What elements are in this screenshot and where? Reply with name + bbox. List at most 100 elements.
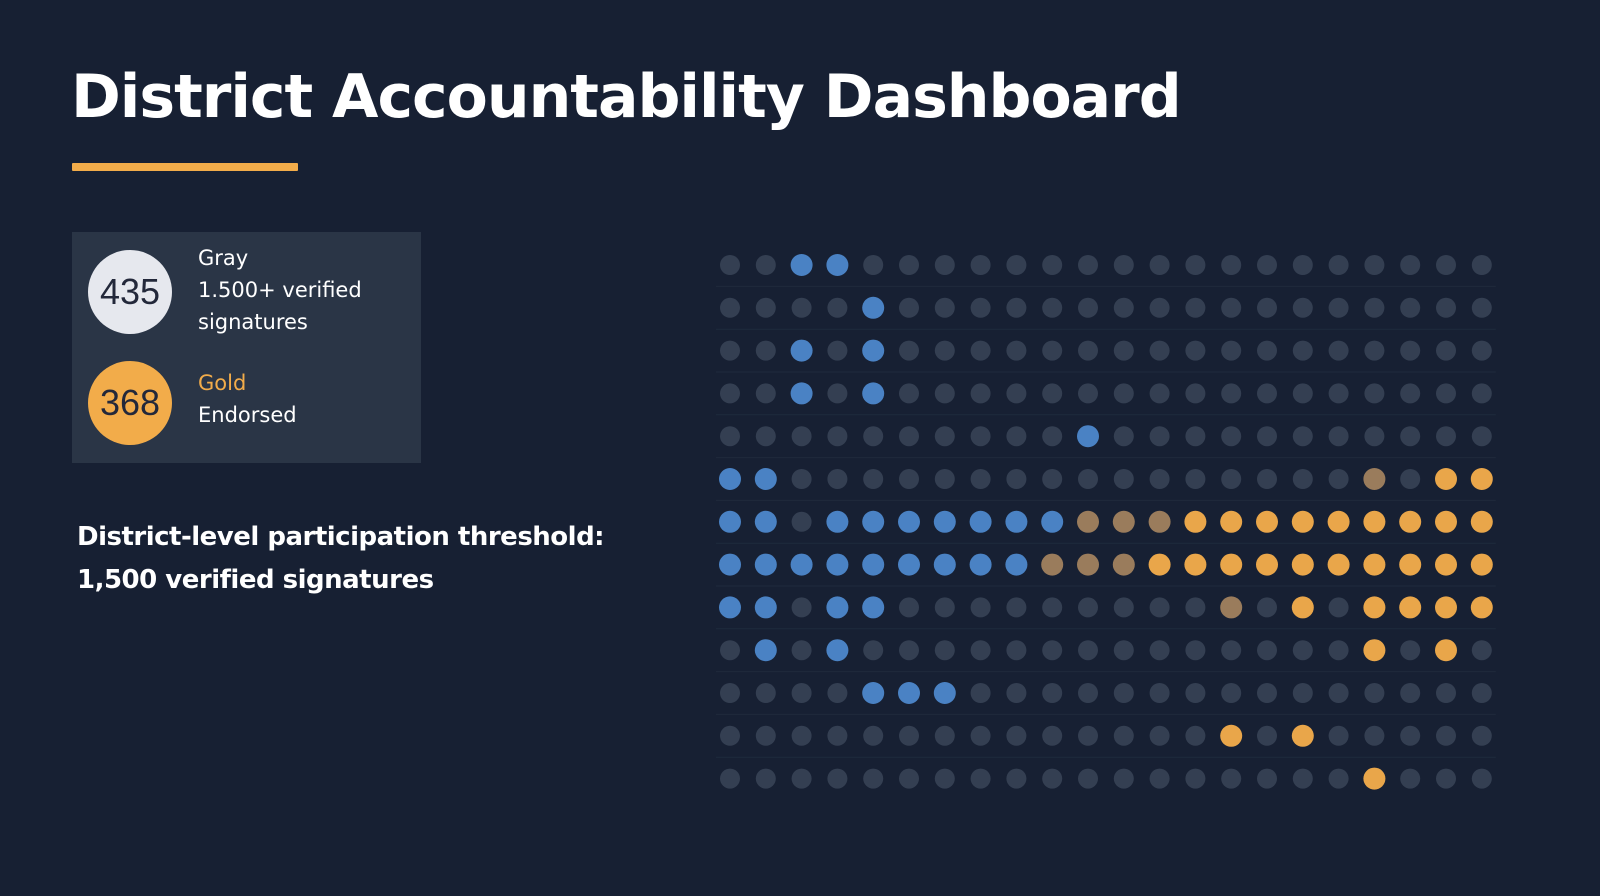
- grid-dot: [970, 383, 991, 404]
- grid-dot: [1006, 340, 1027, 361]
- grid-dot: [933, 553, 956, 576]
- grid-dot: [1042, 255, 1063, 275]
- grid-dot: [1400, 768, 1421, 789]
- grid-dot: [1113, 597, 1134, 618]
- grid-dot: [934, 469, 955, 489]
- grid-dot: [863, 640, 884, 661]
- grid-dot: [1399, 596, 1422, 619]
- legend-item-gold: 368 Gold Endorsed: [88, 361, 388, 445]
- grid-dot: [1291, 553, 1314, 576]
- grid-dot: [1185, 255, 1206, 275]
- grid-dot: [1185, 297, 1206, 318]
- grid-dot: [898, 553, 920, 576]
- grid-dot: [1257, 597, 1277, 618]
- grid-dot: [1006, 725, 1027, 746]
- grid-dot: [826, 596, 849, 619]
- grid-dot: [1363, 510, 1386, 533]
- grid-dot: [1436, 725, 1456, 746]
- grid-dot: [791, 469, 812, 489]
- grid-dot: [1221, 340, 1242, 361]
- grid-dot: [1436, 255, 1456, 275]
- grid-dot: [899, 297, 919, 318]
- grid-dot: [1328, 297, 1349, 318]
- grid-dot: [1220, 553, 1243, 576]
- grid-dot: [970, 426, 991, 447]
- grid-dot: [1400, 640, 1421, 661]
- grid-dot: [1149, 469, 1170, 489]
- grid-dot: [1113, 469, 1134, 489]
- grid-dot: [1184, 510, 1207, 533]
- grid-dot: [933, 682, 956, 704]
- grid-dot: [1113, 255, 1134, 275]
- grid-dot: [790, 553, 813, 576]
- grid-dot: [1256, 510, 1278, 533]
- grid-dot: [790, 339, 813, 362]
- grid-dot: [1257, 426, 1277, 447]
- grid-dot: [934, 640, 955, 661]
- grid-dot: [1185, 426, 1206, 447]
- grid-dot: [1292, 768, 1313, 789]
- grid-dot: [899, 426, 919, 447]
- grid-dot: [970, 297, 991, 318]
- grid-dot: [1078, 768, 1098, 789]
- grid-dot: [969, 510, 992, 533]
- gray-legend-name: Gray: [198, 246, 249, 270]
- grid-dot: [1257, 469, 1277, 489]
- grid-dot: [899, 469, 919, 489]
- grid-dot: [1113, 426, 1134, 447]
- grid-dot: [1148, 510, 1171, 533]
- grid-dot: [1292, 383, 1313, 404]
- grid-dot: [899, 768, 919, 789]
- grid-dot: [1400, 426, 1421, 447]
- grid-dot: [1148, 553, 1171, 576]
- grid-dot: [720, 640, 740, 661]
- grid-dot: [1149, 725, 1170, 746]
- grid-dot: [1257, 683, 1277, 703]
- grid-dot: [1436, 297, 1456, 318]
- grid-dot: [1470, 510, 1493, 533]
- gray-legend-description: 1.500+ verified signatures: [198, 278, 362, 334]
- grid-dot: [1363, 468, 1386, 490]
- grid-dot: [1364, 426, 1385, 447]
- grid-dot: [1113, 640, 1134, 661]
- grid-dot: [1078, 725, 1098, 746]
- grid-dot: [1291, 596, 1314, 619]
- grid-dot: [791, 597, 812, 618]
- grid-dot: [862, 382, 885, 405]
- grid-dot: [970, 469, 991, 489]
- grid-dot: [719, 510, 741, 533]
- grid-dot: [791, 725, 812, 746]
- grid-dot: [1006, 597, 1027, 618]
- grid-dot: [1221, 683, 1242, 703]
- grid-dot: [1112, 553, 1135, 576]
- grid-dot: [1113, 768, 1134, 789]
- grid-dot: [862, 596, 885, 619]
- grid-dot: [1436, 426, 1456, 447]
- grid-dot: [1470, 468, 1493, 490]
- grid-dot: [1328, 340, 1349, 361]
- gray-legend-text: Gray 1.500+ verified signatures: [198, 242, 388, 338]
- grid-dot: [1221, 297, 1242, 318]
- grid-dot: [1471, 383, 1492, 404]
- grid-dot: [790, 254, 813, 276]
- grid-dot: [791, 297, 812, 318]
- grid-dot: [1436, 340, 1456, 361]
- grid-dot: [1435, 468, 1457, 490]
- grid-dot: [1364, 383, 1385, 404]
- grid-dot: [1436, 683, 1456, 703]
- grid-dot: [862, 510, 885, 533]
- grid-dot: [1078, 469, 1098, 489]
- grid-dot: [1185, 640, 1206, 661]
- grid-dot: [1292, 683, 1313, 703]
- grid-dot: [970, 640, 991, 661]
- grid-dot: [1328, 383, 1349, 404]
- grid-dot: [755, 725, 776, 746]
- grid-dot: [934, 340, 955, 361]
- grid-dot: [1185, 597, 1206, 618]
- grid-dot: [970, 255, 991, 275]
- grid-dot: [719, 468, 741, 490]
- grid-dot: [1328, 725, 1349, 746]
- grid-dot: [898, 510, 920, 533]
- grid-dot: [719, 596, 741, 619]
